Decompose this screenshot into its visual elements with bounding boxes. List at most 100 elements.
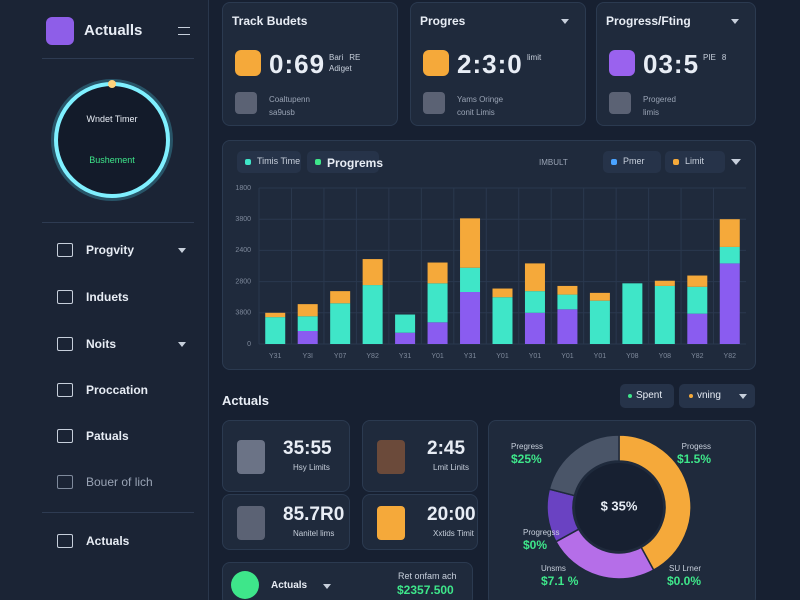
bar-segment bbox=[492, 297, 513, 344]
chevron[interactable] bbox=[739, 394, 747, 399]
ring-spark bbox=[108, 80, 116, 88]
bar-segment bbox=[395, 314, 416, 333]
legend-chip[interactable]: Pmer bbox=[603, 151, 661, 173]
chevron[interactable] bbox=[178, 342, 186, 347]
bar-segment bbox=[654, 280, 675, 286]
filter-button[interactable]: Spent bbox=[620, 384, 674, 408]
y-tick-label: 3800 bbox=[235, 310, 251, 317]
x-tick-label: Y01 bbox=[431, 353, 444, 360]
legend-swatch bbox=[245, 159, 251, 165]
footer-label[interactable]: Actuals bbox=[271, 580, 308, 591]
menu-item[interactable]: Patuals bbox=[86, 429, 129, 443]
stat-tile: 35:55 Hsy Limits bbox=[222, 420, 350, 492]
card-note: Yams Oringe bbox=[457, 95, 504, 104]
menu-item[interactable]: Actuals bbox=[86, 534, 130, 548]
card-side-text: Bari bbox=[329, 53, 344, 62]
stat-label: Hsy Limits bbox=[293, 463, 330, 472]
bar-segment bbox=[589, 292, 610, 301]
avatar bbox=[237, 506, 265, 540]
timer-ring bbox=[51, 79, 173, 201]
x-tick-label: Y31 bbox=[464, 353, 477, 360]
bar-segment bbox=[654, 285, 675, 344]
footer-caption: Ret onfam ach bbox=[398, 571, 457, 581]
bar-segment bbox=[460, 218, 481, 268]
bar-segment bbox=[427, 322, 448, 344]
card-icon bbox=[235, 50, 261, 76]
bar-segment bbox=[427, 283, 448, 323]
y-tick-label: 3800 bbox=[235, 216, 251, 223]
stat-tile: 85.7R0 Nanitel lims bbox=[222, 494, 350, 550]
stat-value: 85.7R0 bbox=[283, 504, 345, 525]
divider bbox=[42, 512, 194, 513]
menu-item[interactable]: Bouer of lich bbox=[86, 475, 153, 489]
menu-item[interactable]: Noits bbox=[86, 337, 116, 351]
donut-panel: $ 35% Pregress $25% Progess $1.5% Progregss $0… bbox=[488, 420, 756, 600]
x-tick-label: Y08 bbox=[626, 353, 639, 360]
menu-icon bbox=[57, 383, 73, 397]
legend-chip[interactable]: Timis Time bbox=[237, 151, 301, 173]
sidebar: Actualls Wndet Timer Bushement Progvity Indu… bbox=[0, 0, 209, 600]
ring bbox=[54, 82, 170, 198]
bar-segment bbox=[524, 312, 545, 344]
annotation-value: $0% bbox=[523, 538, 547, 552]
bar-segment bbox=[362, 285, 383, 344]
x-tick-label: Y01 bbox=[594, 353, 607, 360]
stat-label: Xxtids Timit bbox=[433, 529, 474, 538]
annotation-name: Progess bbox=[682, 442, 711, 451]
button-label: Spent bbox=[636, 390, 663, 401]
footer-bar: Actuals Ret onfam ach $2357.500 bbox=[222, 562, 473, 600]
annotation-value: $25% bbox=[511, 452, 542, 466]
chart-tab: Progrems bbox=[327, 156, 384, 170]
menu-item[interactable]: Proccation bbox=[86, 383, 149, 397]
bar-segment bbox=[265, 312, 286, 318]
chevron[interactable] bbox=[178, 248, 186, 253]
stat-card: Progress/Fting 03:5 PIE 8 Progered limis bbox=[596, 2, 756, 126]
chevron[interactable] bbox=[561, 19, 569, 24]
bar-segment bbox=[687, 286, 708, 314]
button-dot bbox=[689, 394, 693, 398]
x-tick-label: Y82 bbox=[366, 353, 379, 360]
bar-segment bbox=[460, 292, 481, 344]
menu-toggle[interactable] bbox=[178, 27, 190, 35]
card-title: Track Budets bbox=[232, 14, 308, 28]
card-note: conit Limis bbox=[457, 108, 495, 117]
donut-chart: $ 35%Pregress$25%Progess$1.5%Progregss$0… bbox=[511, 434, 711, 588]
menu-item[interactable]: Progvity bbox=[86, 243, 135, 257]
menu-icon bbox=[57, 475, 73, 489]
y-tick-label: 2400 bbox=[235, 247, 251, 254]
legend-swatch bbox=[673, 159, 679, 165]
card-icon bbox=[609, 50, 635, 76]
section-title: Actuals bbox=[222, 393, 269, 408]
stat-tile: 2:45 Lmit Linits bbox=[362, 420, 478, 492]
legend-chip[interactable]: Limit bbox=[665, 151, 725, 173]
bar-segment bbox=[297, 304, 318, 317]
bar-segment bbox=[719, 263, 740, 344]
chevron[interactable] bbox=[323, 584, 331, 589]
chevron[interactable] bbox=[731, 19, 739, 24]
x-tick-label: Y82 bbox=[724, 353, 737, 360]
donut-slice bbox=[618, 434, 692, 572]
brand-icon bbox=[46, 17, 74, 45]
bar-segment bbox=[330, 291, 351, 304]
y-tick-label: 1800 bbox=[235, 185, 251, 192]
stat-value: 35:55 bbox=[283, 438, 332, 459]
footer-icon[interactable] bbox=[231, 571, 259, 599]
bar-segment bbox=[492, 288, 513, 298]
button-dot bbox=[628, 394, 632, 398]
annotation-value: $0.0% bbox=[667, 574, 701, 588]
y-tick-label: 0 bbox=[247, 341, 251, 348]
annotation-value: $7.1 % bbox=[541, 574, 579, 588]
bar-segment bbox=[557, 285, 578, 295]
legend-menu[interactable] bbox=[731, 159, 741, 165]
x-tick-label: Y01 bbox=[561, 353, 574, 360]
bar-segment bbox=[395, 332, 416, 344]
stat-label: Nanitel lims bbox=[293, 529, 335, 538]
chart-panel: Timis Time Progrems IMBULT Pmer Limit 0 3800 28… bbox=[222, 140, 756, 370]
menu-item[interactable]: Induets bbox=[86, 290, 129, 304]
footer-amount: $2357.500 bbox=[397, 583, 454, 597]
bar-segment bbox=[265, 317, 286, 344]
filter-button[interactable]: vning bbox=[679, 384, 755, 408]
menu-icon bbox=[57, 243, 73, 257]
legend-chip[interactable]: Progrems bbox=[307, 151, 383, 173]
